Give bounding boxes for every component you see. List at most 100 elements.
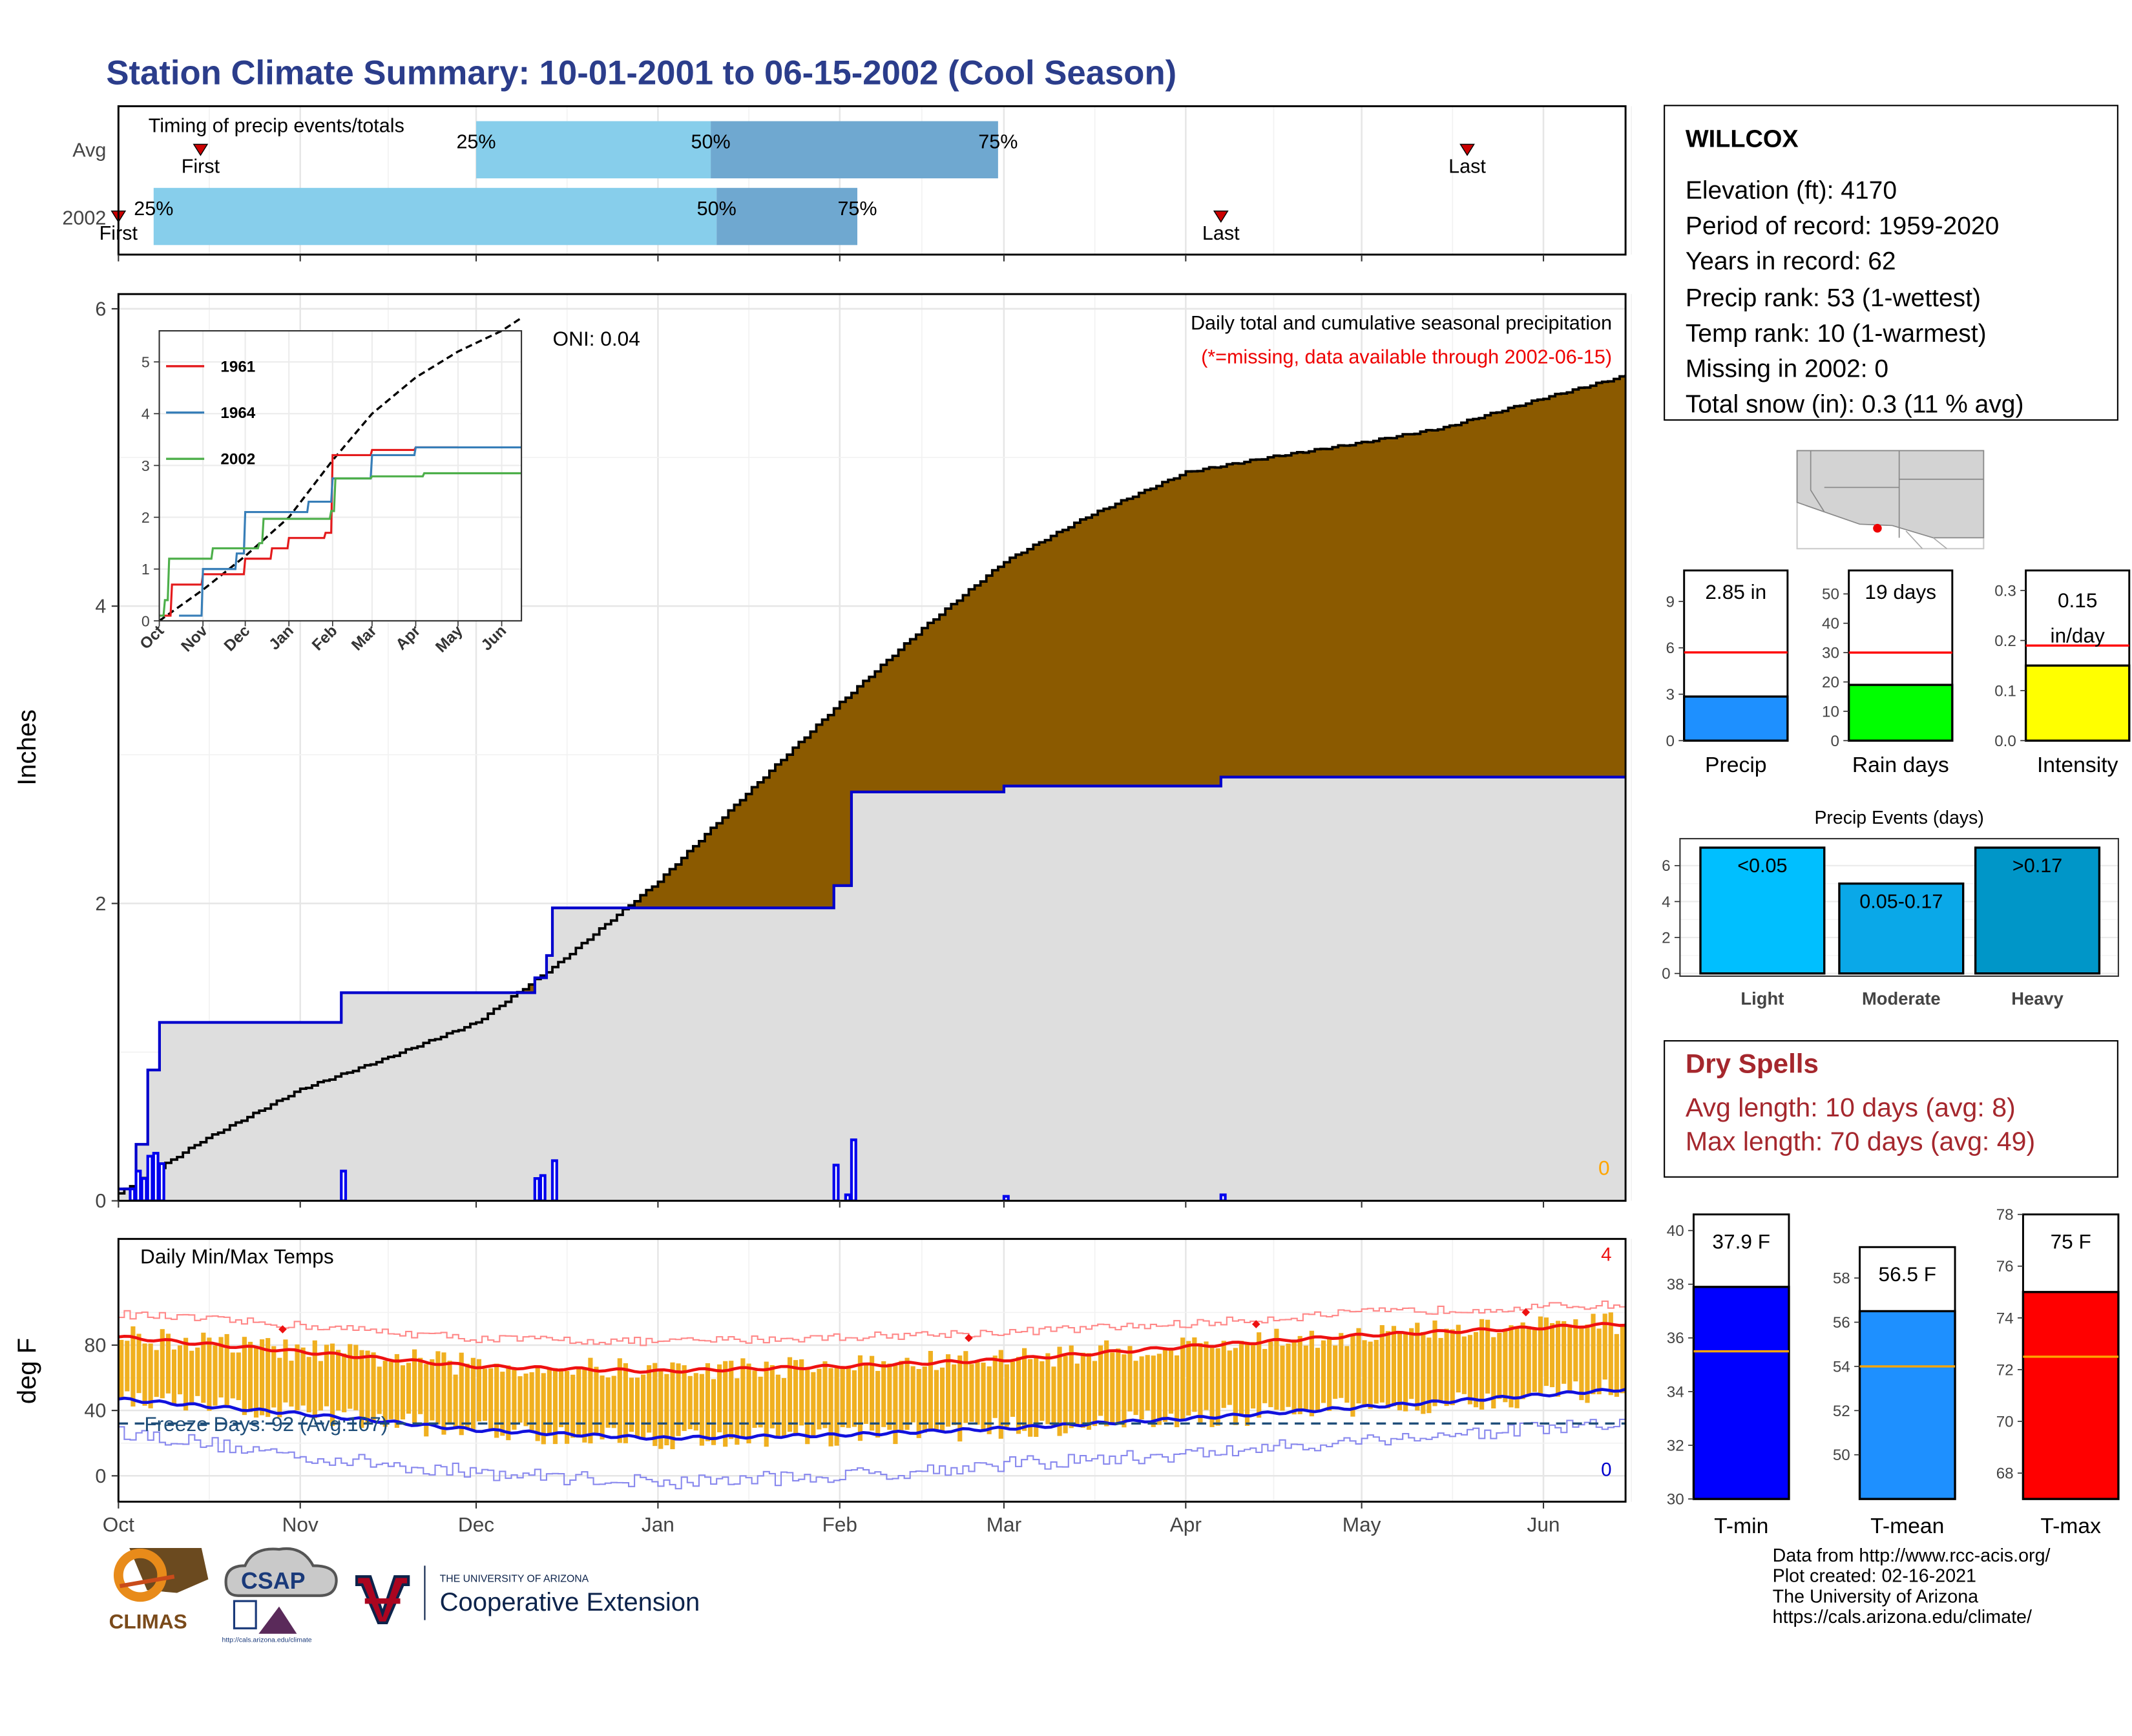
credit-source: Data from http://www.rcc-acis.org/ xyxy=(1772,1545,2051,1566)
daily-temp-bar xyxy=(500,1372,505,1436)
precip-summary-bars: 0 3 6 9 2.85 in Precip 0 10 20 30 40 50 19 days Rain … xyxy=(1666,569,2131,777)
timing-title: Timing of precip events/totals xyxy=(149,114,404,136)
daily-temp-bar xyxy=(975,1362,980,1425)
summary-label: Rain days xyxy=(1852,753,1949,777)
daily-temp-bar xyxy=(277,1357,282,1417)
daily-temp-bar xyxy=(910,1366,915,1423)
dry-spells-title: Dry Spells xyxy=(1685,1049,1819,1080)
timing-avg-first-marker xyxy=(193,143,209,156)
summary-tick-label: 50 xyxy=(1822,586,1839,603)
month-tick-label: Oct xyxy=(103,1513,134,1536)
daily-temp-bar xyxy=(406,1363,412,1414)
summary-tick-label: 0 xyxy=(1666,733,1674,750)
daily-temp-bar xyxy=(247,1341,253,1412)
daily-temp-bar xyxy=(641,1374,646,1438)
month-tick-label: Jun xyxy=(1527,1513,1560,1536)
daily-temp-bar xyxy=(875,1370,881,1438)
inset-xtick-label: Nov xyxy=(178,622,211,656)
timing-avg-q50-q75-bar xyxy=(711,121,998,179)
temp-summary-value: 56.5 F xyxy=(1879,1262,1937,1286)
timing-2002-q25-q50-bar xyxy=(153,187,717,246)
daily-temp-bar xyxy=(476,1359,482,1422)
timing-avg-last-marker xyxy=(1459,143,1475,156)
inset-xtick-label: Feb xyxy=(309,622,341,654)
daily-temp-bar xyxy=(605,1377,611,1428)
daily-temp-bar xyxy=(342,1354,347,1412)
precip-panel: 0 2 4 6 Inches Daily total and cumulative s… xyxy=(13,293,1633,1212)
daily-temp-bar xyxy=(1156,1354,1162,1425)
daily-temp-bar xyxy=(969,1364,974,1422)
daily-temp-bar xyxy=(588,1357,593,1444)
daily-temp-bar xyxy=(558,1370,564,1428)
daily-temp-bar xyxy=(1444,1328,1449,1407)
inset-xtick-label: Apr xyxy=(393,622,424,654)
daily-temp-bar xyxy=(1549,1323,1555,1388)
daily-temp-bar xyxy=(565,1370,570,1444)
record-high-line xyxy=(118,1300,1626,1346)
daily-temp-bar xyxy=(576,1367,581,1438)
timing-2002-q50-label: 50% xyxy=(697,198,737,220)
daily-temp-bar xyxy=(658,1368,664,1449)
summary-bar-rain-days xyxy=(1848,684,1954,742)
daily-temp-bar xyxy=(1596,1328,1602,1395)
daily-temp-bar xyxy=(1379,1325,1385,1403)
precip-ylabel: Inches xyxy=(13,709,41,786)
daily-temp-bar xyxy=(253,1346,259,1418)
daily-temp-bar xyxy=(195,1347,200,1396)
daily-precip-bar xyxy=(129,1187,136,1201)
daily-temp-bar xyxy=(506,1365,511,1441)
timing-2002-last-marker xyxy=(1213,210,1229,223)
daily-temp-bar xyxy=(1344,1346,1350,1403)
event-bar-heavy xyxy=(1974,846,2101,975)
daily-temp-bar xyxy=(1485,1319,1490,1394)
temp-summary-tick-label: 30 xyxy=(1667,1491,1684,1509)
summary-value-text: 2.85 in xyxy=(1705,580,1766,603)
daily-temp-bar xyxy=(1063,1355,1068,1434)
daily-temp-bar xyxy=(1538,1316,1543,1394)
event-bar-label: Light xyxy=(1740,988,1784,1009)
daily-temp-bar xyxy=(1514,1327,1520,1408)
daily-temp-bar xyxy=(1591,1313,1596,1395)
events-tick-label: 2 xyxy=(1662,930,1670,947)
daily-temp-bar xyxy=(260,1339,265,1416)
daily-temp-bar xyxy=(1573,1319,1578,1382)
precip-caption-note: (*=missing, data available through 2002-… xyxy=(1201,346,1612,368)
station-temp-rank: Temp rank: 10 (1-warmest) xyxy=(1685,318,1987,347)
dry-spells-avg: Avg length: 10 days (avg: 8) xyxy=(1685,1093,2016,1124)
inset-series-1961 xyxy=(159,446,458,617)
season-below-average-area xyxy=(118,777,1626,1201)
daily-temp-bar xyxy=(295,1344,300,1410)
temp-summary-tick-label: 32 xyxy=(1667,1437,1684,1454)
events-title: Precip Events (days) xyxy=(1814,808,1983,828)
station-location-dot xyxy=(1873,523,1882,533)
daily-temp-bar xyxy=(482,1368,488,1421)
summary-tick-label: 0.3 xyxy=(1994,582,2016,600)
daily-temp-bar xyxy=(453,1374,458,1430)
daily-temp-bar xyxy=(552,1368,558,1445)
daily-precip-bar xyxy=(850,1138,857,1201)
daily-temp-bar xyxy=(893,1365,898,1445)
credit-university: The University of Arizona xyxy=(1772,1585,1979,1607)
daily-temp-bar xyxy=(758,1376,763,1428)
daily-temp-bar xyxy=(1280,1345,1285,1411)
daily-temp-bar xyxy=(1602,1313,1607,1380)
summary-tick-label: 0.1 xyxy=(1994,682,2016,700)
daily-temp-bar xyxy=(1450,1329,1455,1405)
temp-summary-label: T-min xyxy=(1714,1514,1768,1538)
average-max-line xyxy=(118,1322,1626,1374)
daily-temp-bar xyxy=(213,1345,218,1406)
summary-tick-label: 0 xyxy=(1830,733,1839,750)
credit-url: https://cals.arizona.edu/climate/ xyxy=(1772,1606,2032,1627)
daily-temp-bar xyxy=(459,1352,464,1436)
daily-temp-bar xyxy=(1356,1328,1361,1404)
temp-summary-tick-label: 54 xyxy=(1833,1358,1850,1375)
daily-precip-bar xyxy=(550,1159,558,1201)
daily-temp-bar xyxy=(465,1363,470,1429)
climas-logo: CLIMAS xyxy=(109,1547,209,1633)
daily-temp-bar xyxy=(318,1361,323,1411)
daily-temp-bar xyxy=(805,1367,810,1445)
station-missing: Missing in 2002: 0 xyxy=(1685,353,1889,383)
daily-temp-bar xyxy=(928,1350,933,1430)
temp-summary-value: 37.9 F xyxy=(1712,1229,1770,1253)
daily-temp-bar xyxy=(711,1379,716,1445)
